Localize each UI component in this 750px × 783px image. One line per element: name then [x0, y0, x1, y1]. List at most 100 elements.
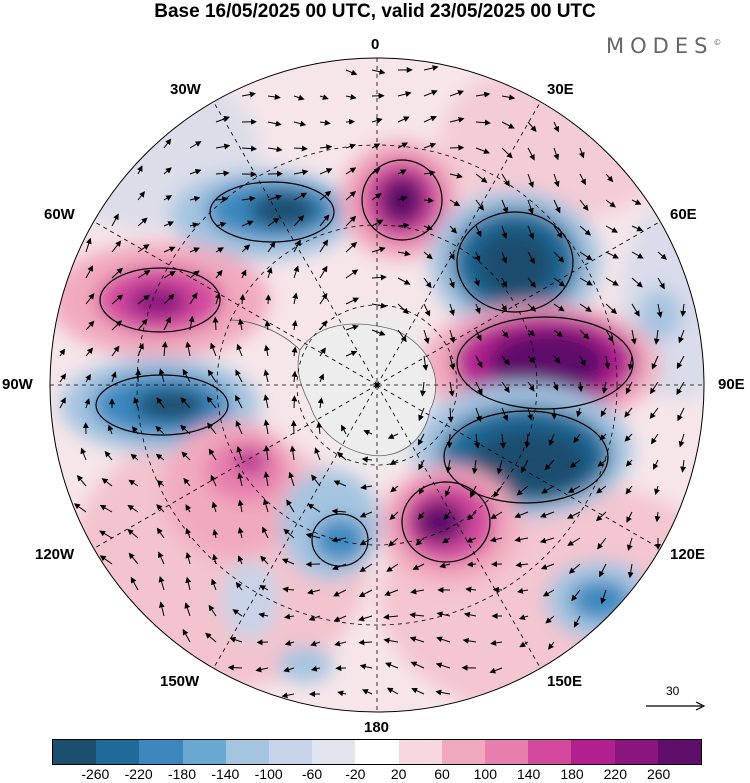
wind-vector	[475, 225, 482, 238]
wind-vector	[158, 576, 165, 591]
wind-vector	[631, 251, 644, 259]
wind-vector	[188, 315, 195, 331]
wind-vector	[163, 167, 172, 175]
wind-vector	[422, 355, 429, 371]
wind-vector	[651, 355, 659, 370]
wind-vector	[267, 217, 280, 227]
wind-vector	[185, 552, 192, 565]
wind-vector	[130, 576, 139, 591]
wind-vector	[212, 529, 219, 539]
wind-vector	[579, 251, 593, 261]
wind-vector	[319, 94, 329, 100]
wind-vector	[180, 424, 191, 435]
wind-vector	[319, 119, 331, 126]
wind-vector	[131, 426, 139, 435]
wind-vector	[385, 662, 399, 669]
colorbar-tick-label: -60	[301, 766, 323, 782]
colorbar-swatch	[96, 739, 140, 765]
wind-vector	[267, 194, 283, 201]
colorbar-swatch	[614, 739, 658, 765]
wind-vector	[423, 251, 433, 260]
wind-vector	[360, 484, 373, 490]
wind-vector	[578, 147, 585, 159]
wind-vector	[514, 511, 529, 519]
colorbar-swatch	[657, 739, 703, 765]
wind-vector	[475, 407, 482, 423]
wind-vector	[579, 225, 592, 236]
wind-vector	[449, 303, 455, 316]
wind-vector	[599, 563, 607, 578]
wind-vector	[267, 241, 276, 253]
wind-vector	[423, 277, 432, 289]
wind-vector	[496, 459, 503, 475]
wind-vector	[389, 459, 399, 466]
wind-vector	[293, 94, 305, 101]
wind-vector	[626, 537, 633, 551]
colorbar-tick-label: -260	[81, 766, 110, 782]
wind-vector	[627, 563, 634, 579]
wind-vector	[266, 267, 273, 279]
wind-vector	[236, 343, 243, 357]
wind-vector	[319, 214, 330, 227]
wind-vector	[449, 277, 455, 289]
wind-vector	[423, 224, 433, 231]
wind-vector	[371, 329, 386, 336]
wind-vector	[579, 277, 593, 286]
wind-vector	[128, 479, 139, 487]
wind-vector	[215, 143, 231, 150]
lon-label-90e: 90E	[718, 376, 745, 393]
wind-vector	[127, 528, 139, 539]
wind-vector	[110, 371, 117, 383]
wind-vector	[388, 537, 399, 547]
lon-label-90w: 90W	[2, 376, 33, 393]
wind-vector	[59, 373, 67, 383]
wind-vector	[597, 459, 607, 467]
wind-vector	[215, 196, 229, 203]
wind-vector	[501, 251, 508, 264]
wind-vector	[501, 121, 515, 129]
wind-vector	[189, 169, 202, 175]
wind-vector	[345, 297, 360, 305]
wind-vector	[573, 433, 581, 444]
wind-vector	[319, 190, 332, 201]
wind-vector	[359, 563, 373, 573]
wind-vector	[319, 239, 329, 253]
wind-vector	[553, 251, 565, 263]
wind-vector	[111, 345, 120, 357]
anomaly-field	[50, 58, 704, 712]
wind-vector	[316, 421, 323, 435]
wind-vector	[576, 407, 582, 418]
wind-vector	[449, 329, 456, 344]
wind-vector	[475, 147, 490, 154]
wind-vector	[389, 511, 399, 520]
wind-vector	[501, 407, 509, 422]
wind-vector	[85, 293, 95, 305]
wind-vector	[293, 265, 300, 279]
wind-vector	[358, 639, 373, 646]
wind-vector	[345, 324, 359, 331]
wind-vector	[547, 641, 555, 650]
wind-vector	[111, 213, 119, 227]
wind-vector	[189, 222, 199, 229]
wind-vector	[319, 292, 328, 305]
wind-vector	[386, 563, 399, 572]
colorbar-tick-label: -100	[254, 766, 283, 782]
wind-vector	[282, 586, 295, 593]
wind-vector	[137, 217, 148, 227]
lon-label-120e: 120E	[670, 546, 706, 563]
wind-vector	[361, 456, 373, 463]
wind-vector	[397, 195, 408, 202]
wind-vector	[267, 146, 283, 153]
wind-vector	[85, 320, 95, 331]
wind-vector	[475, 381, 483, 395]
wind-vector	[215, 170, 230, 177]
wind-vector	[189, 247, 200, 253]
wind-vector	[235, 369, 243, 383]
wind-vector	[418, 407, 425, 422]
wind-vector	[286, 499, 295, 513]
wind-vector	[345, 215, 357, 227]
wind-vector	[627, 355, 634, 371]
wind-vector	[597, 537, 607, 550]
wind-vector	[567, 537, 581, 546]
wind-vector	[284, 640, 295, 646]
